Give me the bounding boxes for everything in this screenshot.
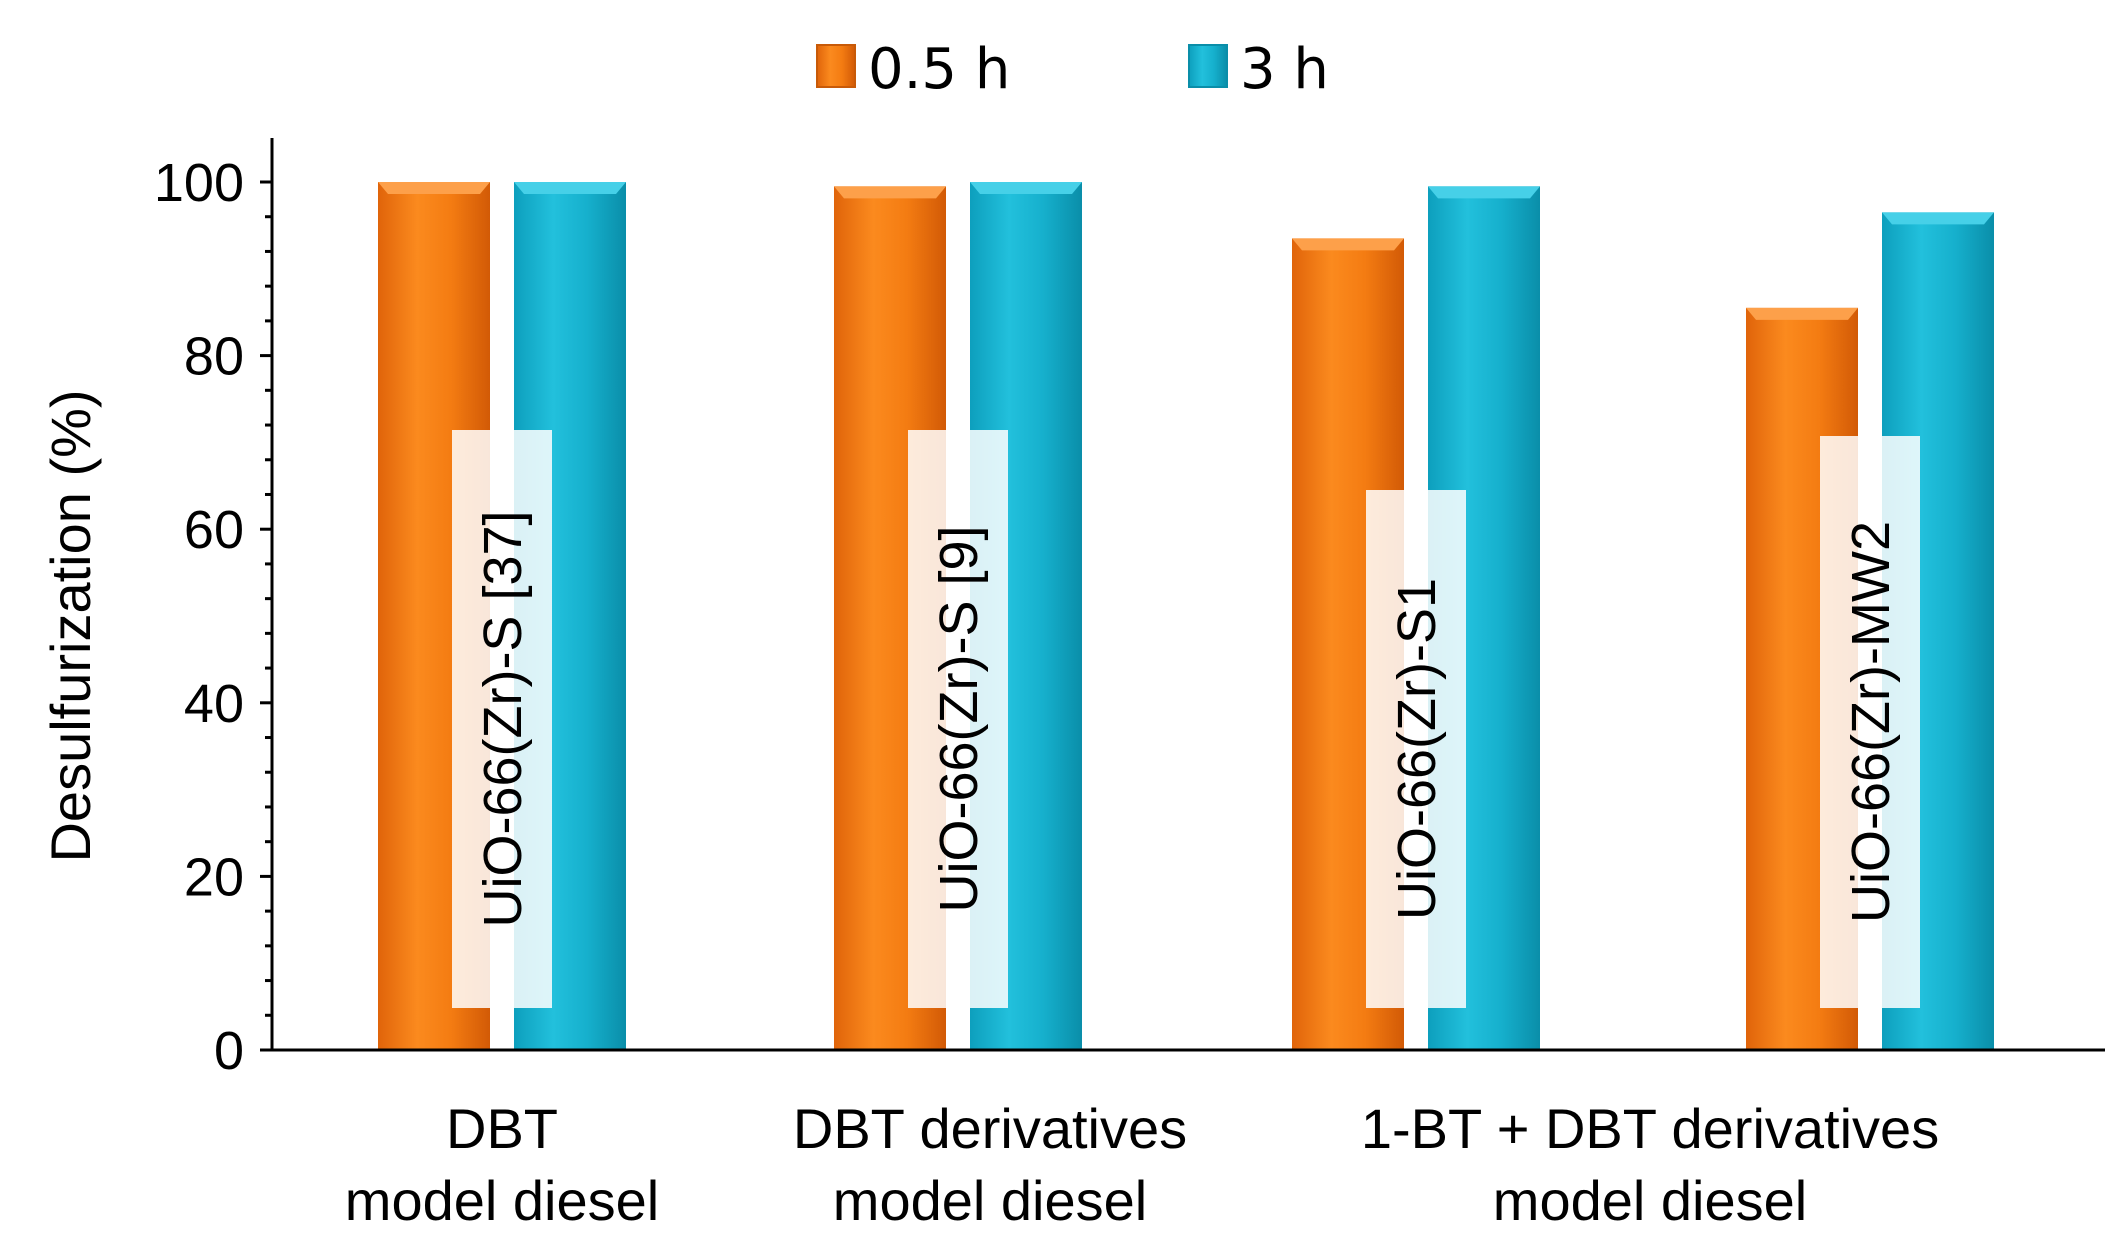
annotation-box: [1820, 436, 1920, 1008]
legend-label-0.5h: 0.5 h: [868, 37, 1010, 102]
bar-annotations: UiO-66(Zr)-S [37] UiO-66(Zr)-S [9] UiO-66(…: [452, 430, 1920, 1008]
bar-group-annotation: UiO-66(Zr)-S1: [1366, 490, 1466, 1008]
bar-top-bevel: [970, 182, 1082, 194]
bar-group-annotation: UiO-66(Zr)-S [37]: [452, 430, 552, 1008]
annotation-label: UiO-66(Zr)-MW2: [1841, 521, 1901, 923]
x-category-label: DBT: [446, 1097, 558, 1160]
legend: 0.5 h 3 h: [816, 37, 1329, 102]
annotation-label: UiO-66(Zr)-S [9]: [929, 525, 989, 912]
annotation-box: [452, 430, 552, 1008]
annotation-label: UiO-66(Zr)-S1: [1387, 578, 1447, 920]
bar-top-bevel: [1882, 212, 1994, 225]
y-axis: 0 20 40 60 80 100: [154, 138, 274, 1081]
x-category-label: model diesel: [1493, 1169, 1807, 1232]
bar-group-annotation: UiO-66(Zr)-MW2: [1820, 436, 1920, 1008]
y-tick-label: 0: [214, 1021, 244, 1081]
legend-swatch-0.5h: [816, 44, 856, 88]
annotation-box: [1366, 490, 1466, 1008]
bars: [378, 182, 1994, 1051]
x-category-label: DBT derivatives: [793, 1097, 1187, 1160]
bar-top-bevel: [1746, 307, 1858, 320]
annotation-box: [908, 430, 1008, 1008]
bar-top-bevel: [514, 182, 626, 194]
legend-swatch-3h: [1188, 44, 1228, 88]
bar-top-bevel: [834, 186, 946, 199]
bar-group-annotation: UiO-66(Zr)-S [9]: [908, 430, 1008, 1008]
y-tick-label: 80: [184, 327, 244, 387]
y-tick-label: 40: [184, 674, 244, 734]
x-category-label: 1-BT + DBT derivatives: [1361, 1097, 1939, 1160]
bar-top-bevel: [1428, 186, 1540, 199]
annotation-label: UiO-66(Zr)-S [37]: [473, 510, 533, 927]
bar-top-bevel: [1292, 238, 1404, 251]
x-category-label: model diesel: [345, 1169, 659, 1232]
y-tick-label: 100: [154, 153, 244, 213]
x-category-label: model diesel: [833, 1169, 1147, 1232]
legend-label-3h: 3 h: [1240, 37, 1329, 102]
y-tick-label: 20: [184, 847, 244, 907]
bar-top-bevel: [378, 182, 490, 194]
category-labels: DBT model diesel DBT derivatives model dies…: [345, 1097, 1939, 1232]
y-axis-label: Desulfurization (%): [39, 389, 102, 862]
y-tick-label: 60: [184, 500, 244, 560]
